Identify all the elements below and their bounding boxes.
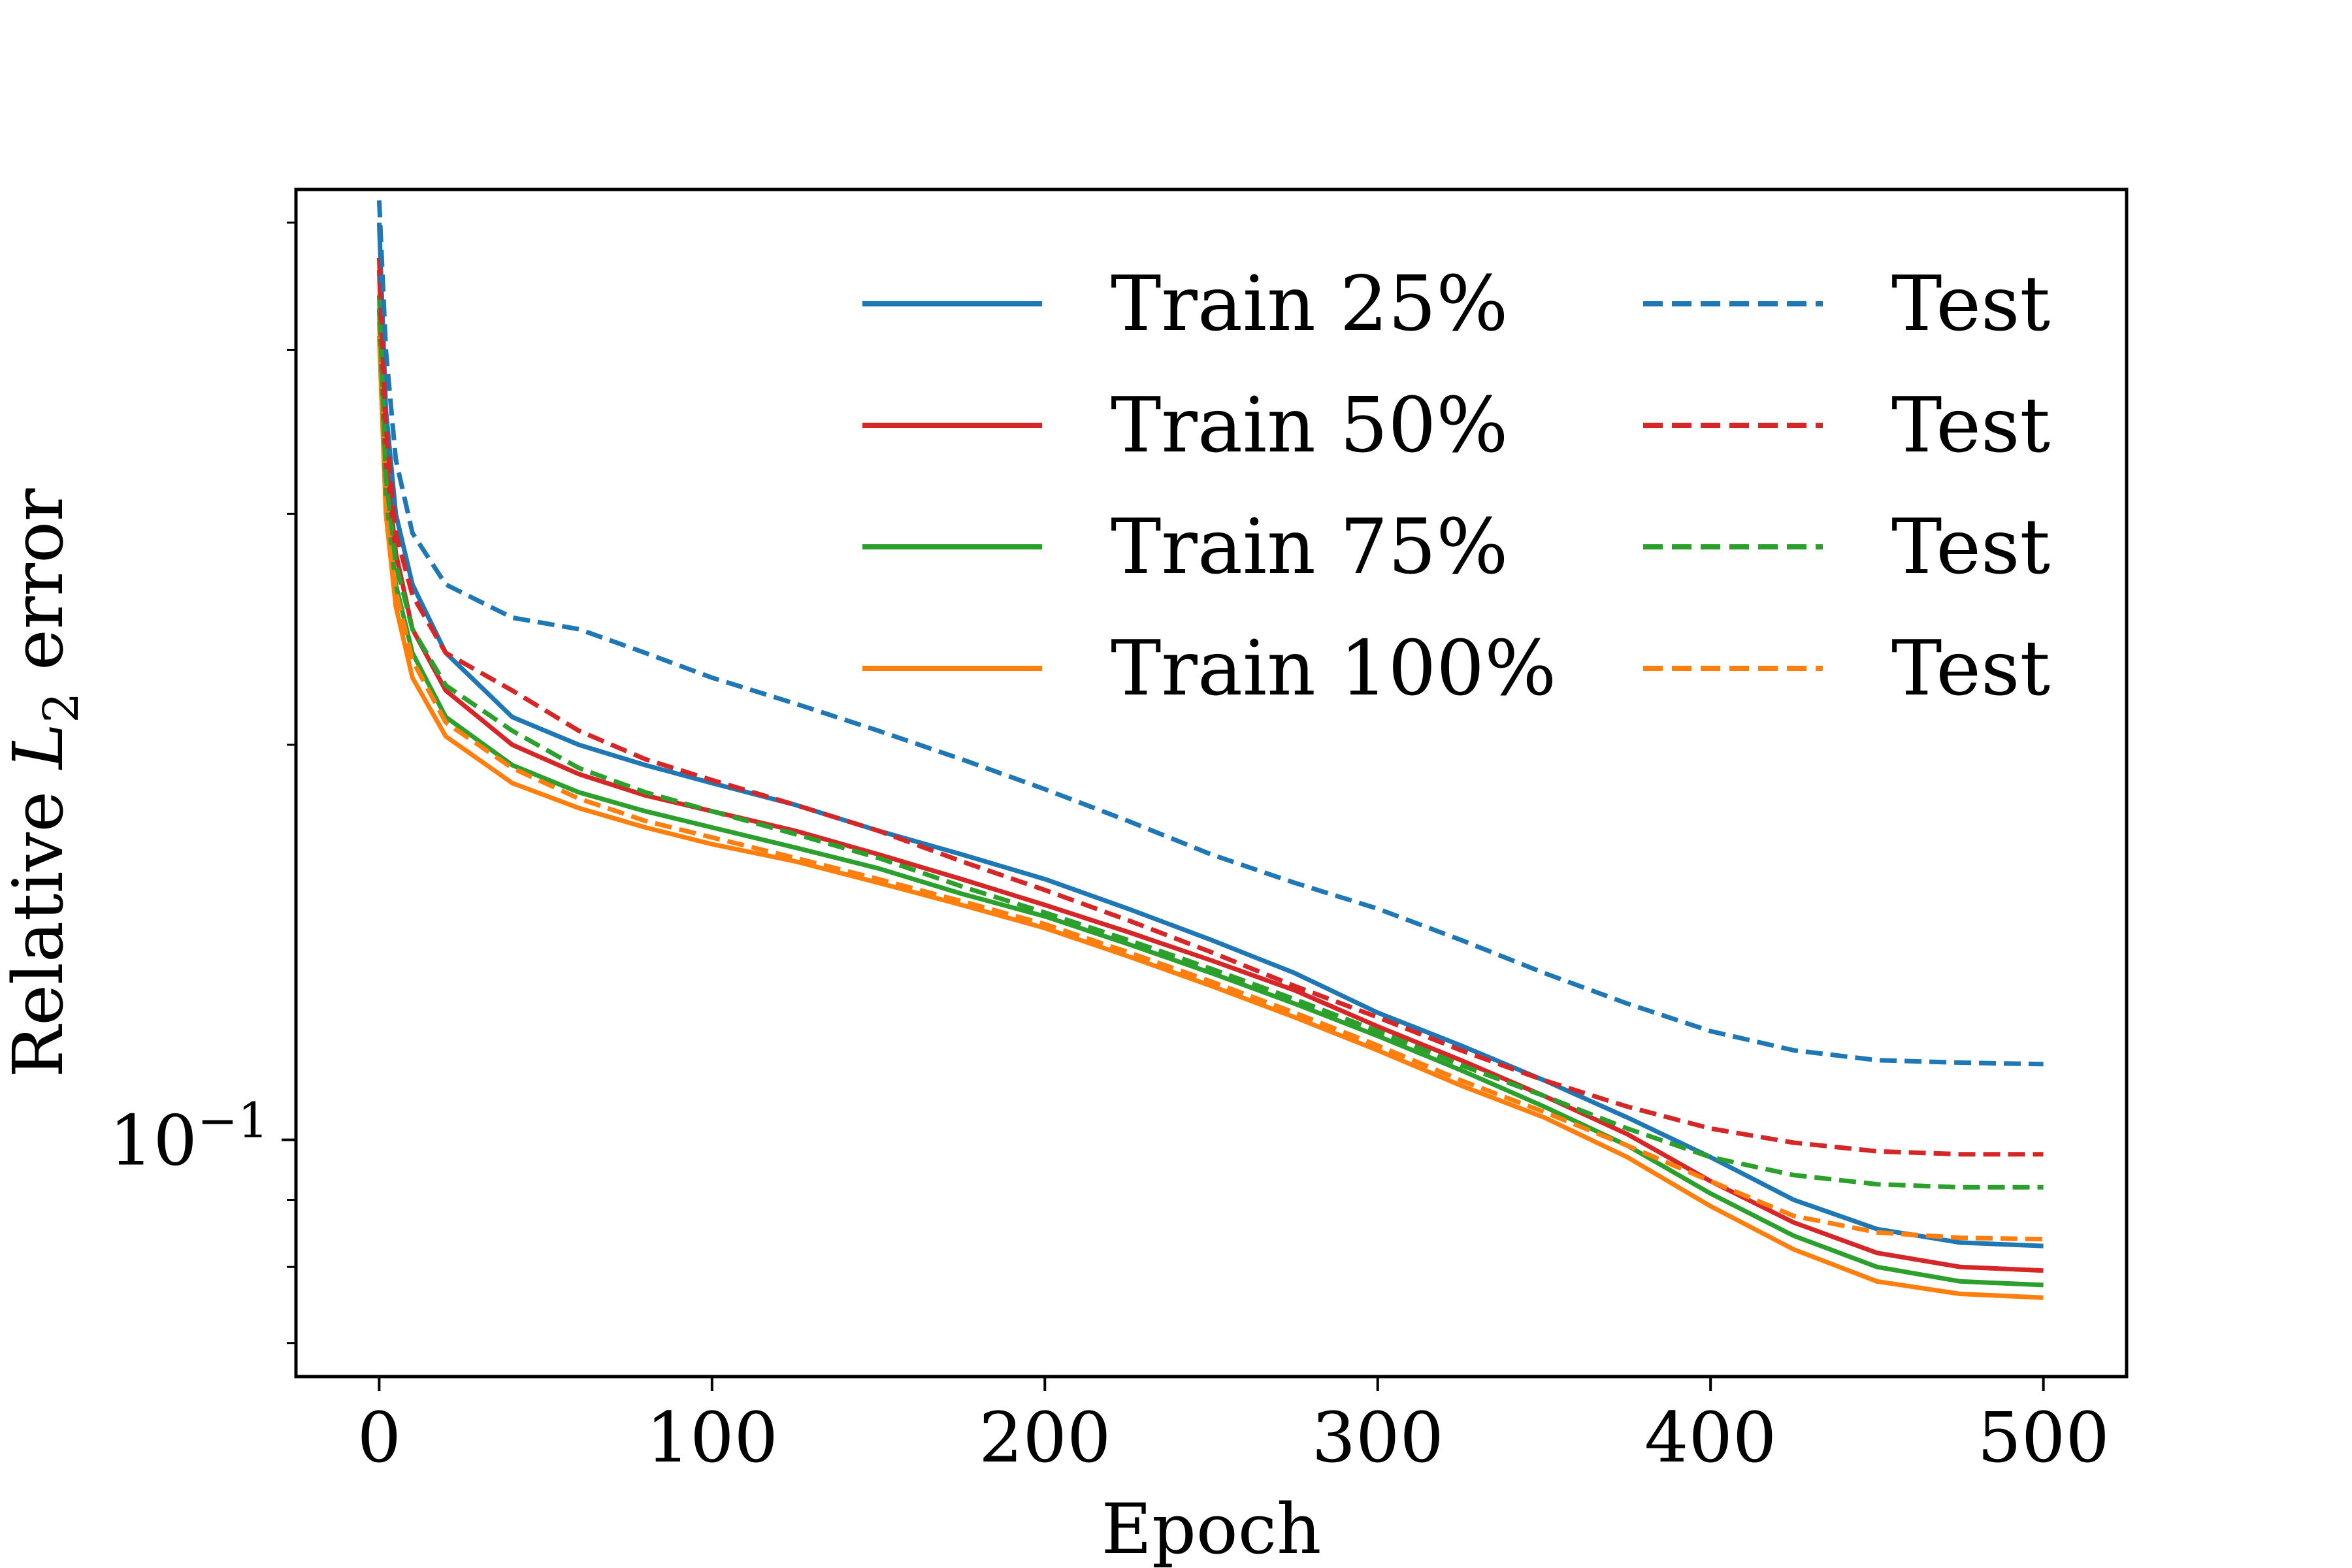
series-line-2 bbox=[376, 308, 2044, 1288]
legend-label-7: Test bbox=[1891, 625, 2050, 713]
legend-label-3: Train 100% bbox=[1111, 625, 1556, 713]
legend-label-2: Train 75% bbox=[1111, 503, 1509, 591]
series-line-1 bbox=[376, 270, 2044, 1273]
y-axis-label-main: Relative bbox=[0, 769, 78, 1077]
x-tick-label: 100 bbox=[646, 1397, 778, 1478]
legend: Train 25% Train 50% Train 75% Train 100% Tes… bbox=[862, 260, 2050, 713]
x-axis-label: Epoch bbox=[1102, 1489, 1322, 1568]
y-axis-label: Relative L2 error bbox=[0, 488, 90, 1078]
series-layer bbox=[376, 200, 2044, 1300]
x-tick-label: 500 bbox=[1977, 1397, 2109, 1478]
y-axis-label-symbol: L bbox=[0, 723, 78, 770]
ticks-layer: 0 100 200 300 400 500 10−1 bbox=[109, 221, 2110, 1478]
y-tick-label: 10−1 bbox=[109, 1093, 269, 1181]
legend-label-4: Test bbox=[1891, 260, 2050, 348]
legend-label-6: Test bbox=[1891, 503, 2050, 591]
x-tick-label: 0 bbox=[357, 1397, 401, 1478]
x-tick-label: 300 bbox=[1312, 1397, 1444, 1478]
legend-label-0: Train 25% bbox=[1111, 260, 1509, 348]
series-line-5 bbox=[376, 257, 2044, 1157]
y-tick-label-base: 10 bbox=[109, 1101, 197, 1181]
x-tick-label: 200 bbox=[979, 1397, 1111, 1478]
plot-frame bbox=[294, 188, 2129, 1379]
x-tick-label: 400 bbox=[1644, 1397, 1776, 1478]
series-line-3 bbox=[376, 335, 2044, 1300]
series-line-6 bbox=[376, 295, 2044, 1190]
series-line-7 bbox=[376, 321, 2044, 1242]
y-tick-label-exponent: −1 bbox=[197, 1093, 269, 1149]
legend-label-5: Test bbox=[1891, 382, 2050, 470]
y-axis-label-subscript: 2 bbox=[33, 693, 90, 723]
series-line-4 bbox=[376, 200, 2044, 1067]
y-axis-label-rest: error bbox=[0, 488, 78, 693]
legend-label-1: Train 50% bbox=[1111, 382, 1509, 470]
